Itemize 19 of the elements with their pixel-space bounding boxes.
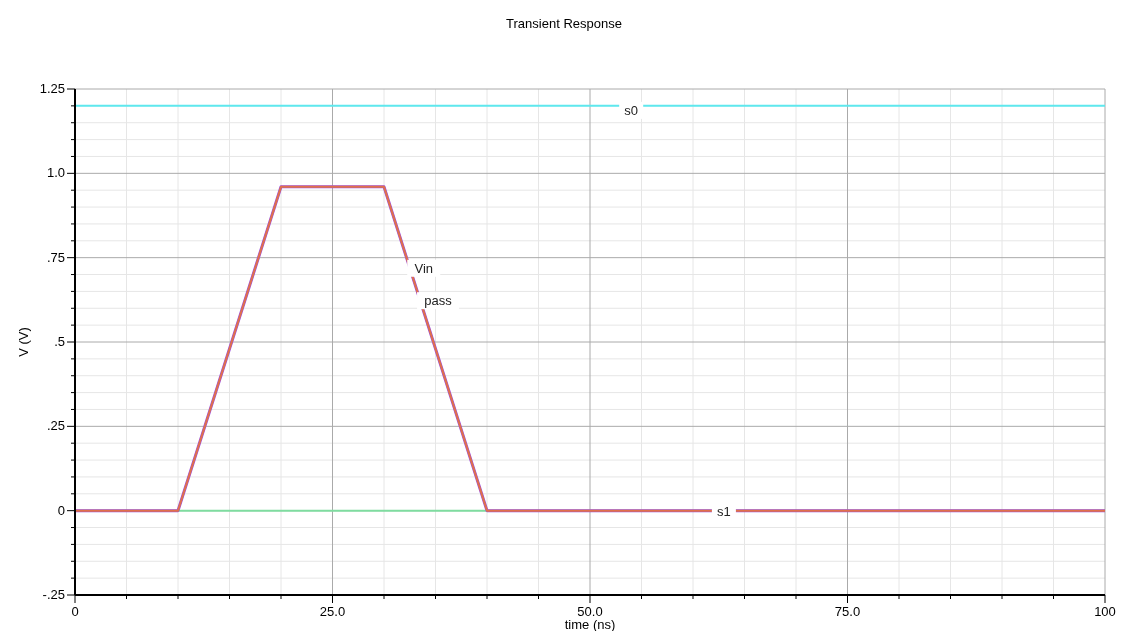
y-tick-label: 1.25	[39, 81, 65, 96]
y-tick-label: 1.0	[46, 165, 65, 181]
series-label: s0	[624, 102, 639, 118]
x-axis-title: time (ns)	[564, 617, 616, 632]
series-label: pass	[424, 293, 453, 309]
y-tick-label: -.25	[42, 587, 65, 602]
series-label: Vin	[414, 260, 434, 276]
x-tick-label: 25.0	[319, 604, 346, 619]
y-tick-label: .75	[46, 249, 65, 265]
series-label: s1	[717, 503, 731, 519]
y-axis-title: V (V)	[16, 327, 31, 357]
x-tick-label: 50.0	[577, 604, 603, 619]
y-tick-label: .25	[46, 418, 65, 434]
y-tick-label: 0	[57, 502, 65, 518]
y-tick-label: .5	[54, 334, 65, 349]
chart-title: Transient Response	[506, 16, 622, 31]
x-tick-label: 75.0	[834, 604, 861, 619]
x-tick-label: 100	[1094, 604, 1116, 619]
x-tick-label: 0	[71, 604, 79, 619]
